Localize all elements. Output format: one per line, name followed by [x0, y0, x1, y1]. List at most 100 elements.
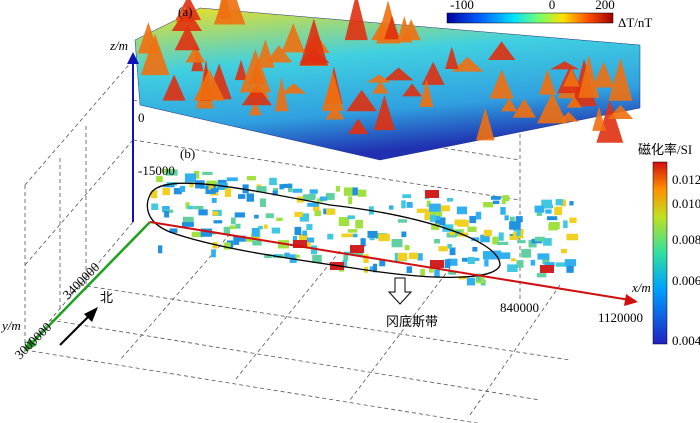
susceptibility-blocks — [150, 168, 579, 286]
block — [341, 233, 354, 238]
block — [193, 205, 204, 210]
peak — [578, 55, 600, 98]
peak — [281, 23, 305, 53]
colorbar-tick: 200 — [595, 0, 615, 12]
block — [298, 233, 308, 242]
block — [314, 210, 321, 217]
block — [327, 233, 334, 240]
block — [435, 217, 446, 226]
peak — [281, 83, 307, 94]
colorbar-title: 磁化率/SI — [638, 142, 692, 157]
block — [163, 184, 175, 188]
peak — [475, 108, 495, 141]
block — [326, 208, 336, 215]
peak — [366, 74, 392, 83]
colorbar-tick: -100 — [450, 0, 474, 12]
block — [417, 253, 423, 261]
block — [425, 209, 436, 218]
peak — [487, 41, 516, 61]
block — [447, 197, 453, 202]
block — [561, 199, 566, 207]
block — [254, 214, 259, 219]
block — [416, 208, 429, 214]
block — [319, 196, 328, 201]
y-arrow — [24, 338, 37, 352]
block-high — [540, 265, 554, 273]
peak — [234, 59, 248, 81]
peak — [321, 71, 344, 111]
block — [202, 171, 213, 175]
block — [467, 226, 477, 232]
block — [534, 236, 545, 242]
belt-outline — [146, 182, 501, 278]
block — [198, 209, 208, 216]
block-high — [350, 245, 364, 253]
block — [442, 224, 454, 232]
block — [537, 253, 550, 260]
block — [483, 229, 492, 237]
block — [162, 188, 171, 196]
block — [244, 237, 254, 242]
block — [554, 206, 563, 216]
block — [563, 220, 568, 229]
block — [242, 184, 249, 194]
block — [312, 254, 322, 264]
peak — [402, 83, 422, 97]
block — [521, 249, 531, 258]
block — [246, 175, 256, 181]
block — [213, 220, 223, 224]
block — [158, 245, 163, 254]
block — [397, 252, 408, 261]
block — [263, 224, 268, 229]
block — [536, 273, 547, 278]
block — [295, 254, 300, 258]
block — [211, 249, 216, 258]
block — [429, 214, 436, 222]
block — [519, 228, 524, 233]
colorbar-tick: 0.010 — [672, 196, 700, 211]
block — [511, 258, 516, 262]
peak — [185, 45, 206, 63]
block — [467, 256, 475, 265]
block-high — [430, 260, 444, 268]
block — [306, 237, 315, 243]
block — [150, 190, 158, 199]
block — [259, 198, 266, 207]
tick-label: 3400000 — [60, 259, 103, 302]
block — [536, 209, 543, 216]
block — [369, 266, 377, 270]
block — [223, 226, 231, 235]
block — [294, 226, 302, 236]
peak — [512, 98, 537, 118]
block — [517, 240, 526, 244]
axis-title: z/m — [109, 38, 128, 53]
block — [548, 224, 558, 231]
block-high — [425, 190, 439, 198]
block — [516, 260, 524, 268]
peak — [562, 68, 580, 87]
block — [434, 269, 440, 278]
block — [516, 228, 521, 237]
block — [360, 238, 366, 247]
block — [342, 259, 347, 267]
block — [484, 259, 489, 267]
block — [235, 223, 241, 229]
block — [184, 173, 196, 183]
x-arrow — [624, 294, 638, 306]
block — [428, 268, 434, 273]
block — [389, 205, 394, 210]
peak — [171, 7, 203, 31]
peak — [325, 104, 345, 120]
block — [507, 264, 518, 272]
belt-arrow — [387, 277, 413, 305]
block — [476, 273, 481, 282]
block — [307, 202, 319, 207]
block — [440, 205, 450, 212]
block — [355, 250, 363, 257]
block — [217, 179, 227, 185]
block — [497, 241, 509, 245]
peak — [396, 15, 412, 43]
block — [498, 232, 504, 241]
block — [509, 221, 521, 230]
peak — [383, 67, 414, 81]
